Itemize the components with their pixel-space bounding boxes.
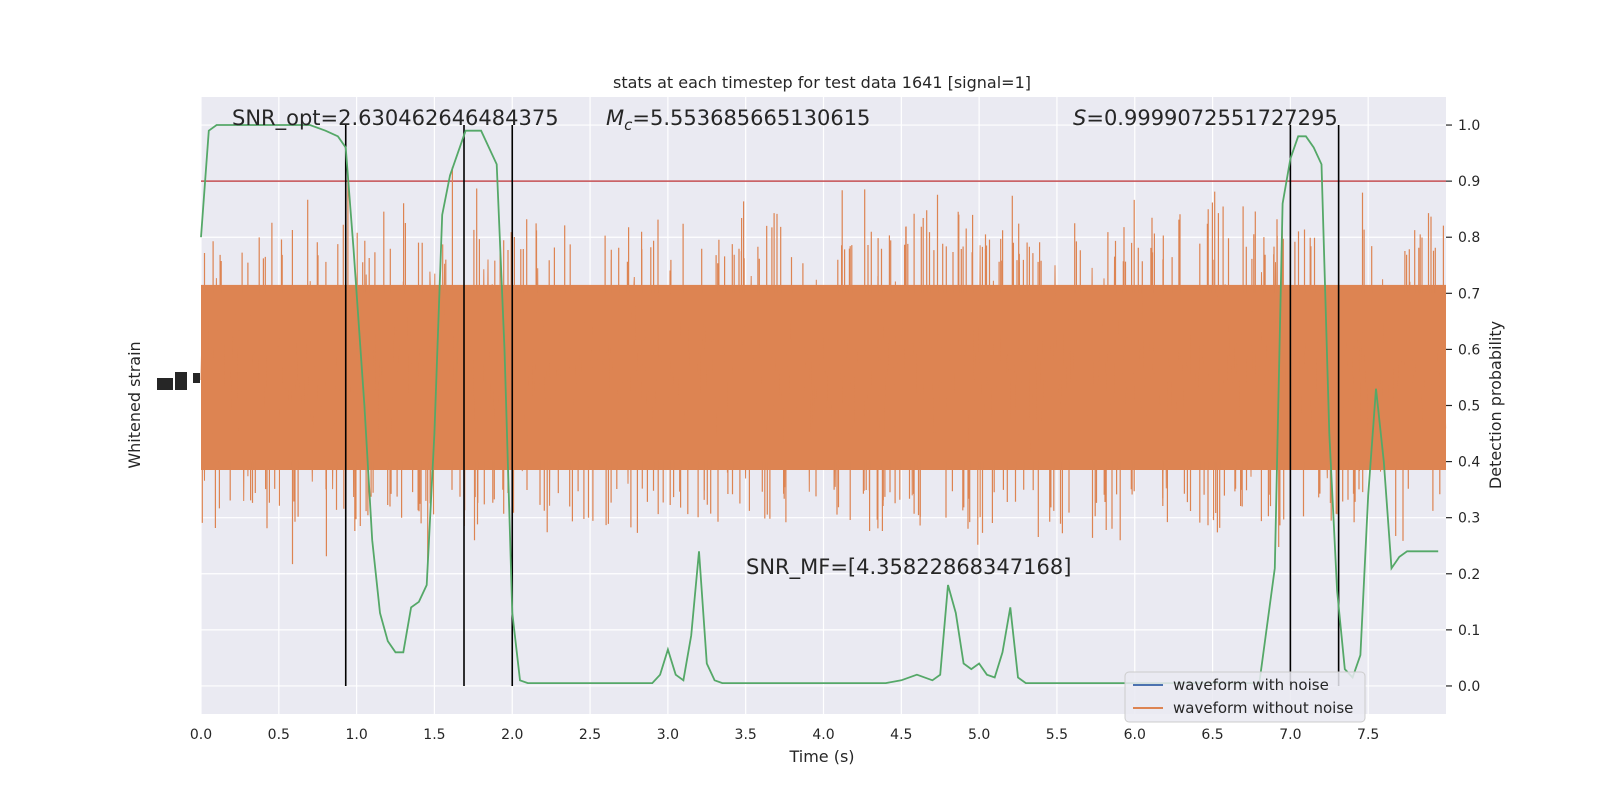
- left-axis-tick-cluster: [157, 372, 200, 390]
- x-tick-label: 5.0: [968, 727, 990, 743]
- waveform-layer: [200, 167, 1447, 565]
- snr-opt-annotation: SNR_opt=2.630462646484375: [232, 106, 559, 131]
- left-tick-cluster-b: [175, 372, 187, 390]
- y-tick-label: 0.5: [1458, 399, 1480, 415]
- y-tick-label: 0.8: [1458, 230, 1480, 246]
- x-tick-label: 2.0: [501, 727, 523, 743]
- y-tick-label: 0.9: [1458, 174, 1480, 190]
- y-tick-label: 0.2: [1458, 567, 1480, 583]
- y-tick-label: 0.1: [1458, 623, 1480, 639]
- left-tick-cluster-c: [193, 373, 200, 383]
- chirp-mass-subscript: c: [624, 116, 633, 134]
- x-tick-label: 1.0: [345, 727, 367, 743]
- y-tick-label: 0.6: [1458, 342, 1480, 358]
- chirp-mass-annotation: Mc=5.553685665130615: [606, 106, 870, 134]
- probability-layer: [200, 124, 1439, 684]
- x-tick-label: 6.5: [1201, 727, 1223, 743]
- s-value: =0.9999072551727295: [1086, 106, 1337, 130]
- x-tick-label: 4.0: [812, 727, 834, 743]
- legend-label-without-noise: waveform without noise: [1173, 699, 1353, 717]
- s-annotation: S=0.9999072551727295: [1073, 106, 1338, 130]
- x-tick-label: 7.5: [1357, 727, 1379, 743]
- chirp-mass-symbol: M: [606, 106, 624, 130]
- y-axis-label-left: Whitened strain: [125, 341, 144, 468]
- x-tick-label: 3.0: [657, 727, 679, 743]
- x-tick-label: 1.5: [423, 727, 445, 743]
- snr-mf-annotation: SNR_MF=[4.35822868347168]: [746, 555, 1071, 580]
- waveform-spikes: [201, 167, 1444, 565]
- s-symbol: S: [1073, 106, 1086, 130]
- x-axis-ticks: 0.0 0.5 1.0 1.5 2.0 2.5 3.0 3.5 4.0 4.5 5.0 5.5 6.0 6…: [190, 727, 1379, 743]
- y-tick-label: 0.3: [1458, 511, 1480, 527]
- legend: waveform with noise waveform without noi…: [1124, 671, 1366, 723]
- legend-box: [1124, 671, 1366, 723]
- x-tick-label: 7.0: [1279, 727, 1301, 743]
- x-tick-label: 5.5: [1046, 727, 1068, 743]
- x-axis-label: Time (s): [788, 747, 854, 766]
- y-tick-label: 0.7: [1458, 286, 1480, 302]
- chirp-mass-value: =5.553685665130615: [632, 106, 870, 130]
- y-axis-label-right: Detection probability: [1486, 321, 1505, 489]
- x-tick-label: 2.5: [579, 727, 601, 743]
- right-axis-ticks: 0.0 0.1 0.2 0.3 0.4 0.5 0.6 0.7 0.8 0.9 1.0: [1446, 118, 1480, 695]
- x-tick-label: 4.5: [890, 727, 912, 743]
- x-tick-label: 3.5: [735, 727, 757, 743]
- x-tick-label: 0.0: [190, 727, 212, 743]
- left-tick-cluster-a: [157, 378, 173, 390]
- y-tick-label: 1.0: [1458, 118, 1480, 134]
- y-tick-label: 0.0: [1458, 679, 1480, 695]
- chart-title: stats at each timestep for test data 164…: [613, 73, 1031, 92]
- legend-label-with-noise: waveform with noise: [1173, 676, 1329, 694]
- detection-probability-line: [200, 124, 1439, 684]
- x-tick-label: 0.5: [268, 727, 290, 743]
- waveform-without-noise-trace: [200, 245, 1447, 506]
- x-tick-label: 6.0: [1124, 727, 1146, 743]
- y-tick-label: 0.4: [1458, 455, 1480, 471]
